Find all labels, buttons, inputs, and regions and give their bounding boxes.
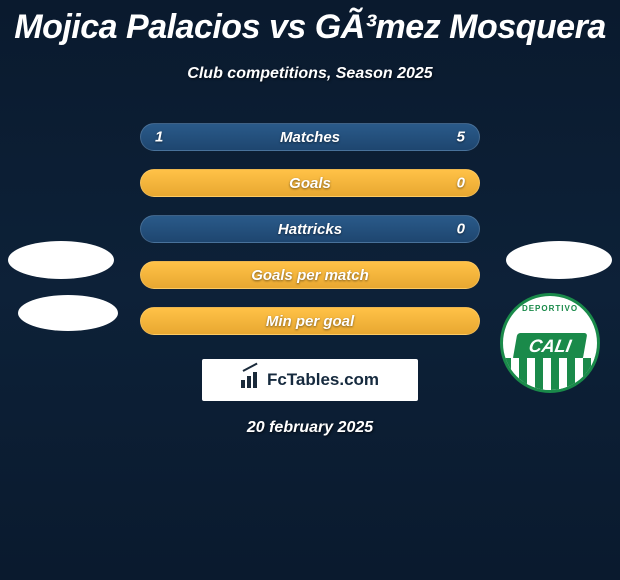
logo-box: FcTables.com: [202, 359, 418, 401]
stat-bar: 1 Matches 5: [140, 123, 480, 151]
crest-stripes: [503, 358, 597, 390]
stats-panel: DEPORTIVO CALI 1 Matches 5 Goals 0 Hattr…: [0, 123, 620, 353]
stat-label: Matches: [280, 129, 340, 146]
stat-bar: Min per goal: [140, 307, 480, 335]
stat-right-value: 5: [457, 129, 465, 146]
player1-name: Mojica Palacios: [14, 8, 260, 46]
stat-bar: Goals 0: [140, 169, 480, 197]
logo-text: FcTables.com: [267, 370, 379, 390]
stat-bar: Hattricks 0: [140, 215, 480, 243]
stat-label: Goals: [289, 175, 331, 192]
stat-row-matches: 1 Matches 5: [0, 123, 620, 151]
page-title: Mojica Palacios vs GÃ³mez Mosquera: [14, 8, 605, 47]
logo-chart-icon: [241, 372, 261, 388]
subtitle: Club competitions, Season 2025: [187, 65, 432, 83]
stat-label: Goals per match: [251, 267, 369, 284]
stat-right-value: 0: [457, 175, 465, 192]
stat-bar: Goals per match: [140, 261, 480, 289]
stat-row-min-per-goal: Min per goal: [0, 307, 620, 335]
stat-left-value: 1: [155, 129, 163, 146]
crest-main-text: CALI: [513, 333, 588, 360]
vs-text: vs: [269, 8, 306, 46]
date-text: 20 february 2025: [247, 419, 373, 437]
stat-label: Hattricks: [278, 221, 342, 238]
player2-name: GÃ³mez Mosquera: [315, 8, 606, 46]
stat-label: Min per goal: [266, 313, 354, 330]
stat-row-hattricks: Hattricks 0: [0, 215, 620, 243]
stat-row-goals-per-match: Goals per match: [0, 261, 620, 289]
stat-right-value: 0: [457, 221, 465, 238]
stat-row-goals: Goals 0: [0, 169, 620, 197]
